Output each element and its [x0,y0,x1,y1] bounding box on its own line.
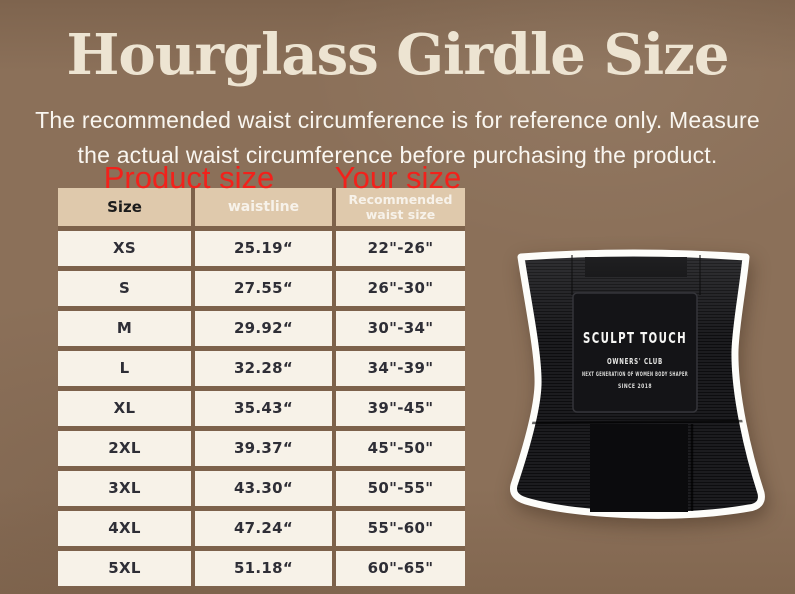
subtitle-line-2: the actual waist circumference before pu… [77,142,718,168]
table-cell-waistline: 27.55“ [195,270,332,306]
table-cell-recommended: 60"-65" [336,550,465,586]
table-cell-recommended: 45"-50" [336,430,465,466]
label-line1-text: OWNERS' CLUB [607,357,663,366]
column-header-size: Size [58,188,191,226]
label-line3-text: SINCE 2018 [618,384,652,390]
table-cell-recommended: 39"-45" [336,390,465,426]
table-cell-waistline: 29.92“ [195,310,332,346]
table-cell-recommended: 34"-39" [336,350,465,386]
table-cell-size: XS [58,230,191,266]
column-header-waistline: waistline [195,188,332,226]
table-cell-recommended: 26"-30" [336,270,465,306]
label-line2-text: NEXT GENERATION OF WOMEN BODY SHAPER [582,372,688,378]
table-cell-size: 5XL [58,550,191,586]
table-cell-size: M [58,310,191,346]
table-cell-waistline: 32.28“ [195,350,332,386]
table-cell-size: XL [58,390,191,426]
table-cell-size: 3XL [58,470,191,506]
table-cell-recommended: 22"-26" [336,230,465,266]
brand-label: SCULPT TOUCH OWNERS' CLUB NEXT GENERATIO… [572,292,698,413]
product-size-annotation: Product size [103,160,275,195]
waist-trainer-product-image: SCULPT TOUCH OWNERS' CLUB NEXT GENERATIO… [510,249,765,519]
subtitle-line-1: The recommended waist circumference is f… [35,107,760,133]
column-header-recommended-waist-size: Recommended waist size [336,188,465,226]
table-cell-recommended: 55"-60" [336,510,465,546]
table-cell-waistline: 43.30“ [195,470,332,506]
table-cell-size: L [58,350,191,386]
table-cell-recommended: 30"-34" [336,310,465,346]
table-cell-waistline: 25.19“ [195,230,332,266]
table-cell-size: 4XL [58,510,191,546]
table-cell-recommended: 50"-55" [336,470,465,506]
subtitle: The recommended waist circumference is f… [0,103,795,173]
your-size-annotation: Your size [334,160,462,195]
page-title: Hourglass Girdle Size [66,22,729,88]
table-cell-waistline: 35.43“ [195,390,332,426]
table-cell-waistline: 51.18“ [195,550,332,586]
table-cell-waistline: 47.24“ [195,510,332,546]
size-chart-table: Size waistline Recommended waist size XS… [58,188,465,586]
table-cell-size: 2XL [58,430,191,466]
brand-name-text: SCULPT TOUCH [583,329,687,347]
table-cell-waistline: 39.37“ [195,430,332,466]
table-cell-size: S [58,270,191,306]
